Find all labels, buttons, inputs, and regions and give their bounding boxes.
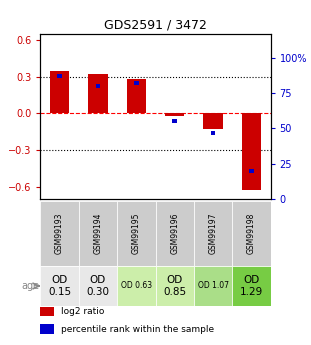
Bar [211,130,215,135]
Bar [165,114,184,116]
Bar [50,71,69,114]
Title: GDS2591 / 3472: GDS2591 / 3472 [104,18,207,31]
Text: GSM99198: GSM99198 [247,213,256,254]
Bar [40,307,54,316]
Bar [232,266,271,306]
Bar [249,169,254,173]
Bar [40,201,79,266]
Bar [88,74,108,114]
Bar [117,266,156,306]
Bar [134,81,139,85]
Bar [40,266,79,306]
Text: OD
0.85: OD 0.85 [163,275,186,297]
Bar [156,266,194,306]
Bar [79,201,117,266]
Bar [96,84,100,88]
Text: OD 1.07: OD 1.07 [197,282,229,290]
Bar [57,74,62,78]
Text: OD
0.15: OD 0.15 [48,275,71,297]
Text: GSM99193: GSM99193 [55,213,64,254]
Bar [79,266,117,306]
Bar [117,201,156,266]
Bar [127,79,146,114]
Bar [40,324,54,334]
Bar [194,266,232,306]
Bar [194,201,232,266]
Text: log2 ratio: log2 ratio [61,307,104,316]
Text: OD
0.30: OD 0.30 [86,275,109,297]
Text: GSM99196: GSM99196 [170,213,179,254]
Bar [203,114,223,129]
Text: GSM99195: GSM99195 [132,213,141,254]
Text: OD 0.63: OD 0.63 [121,282,152,290]
Bar [172,119,177,123]
Bar [242,114,261,190]
Text: OD
1.29: OD 1.29 [240,275,263,297]
Text: GSM99197: GSM99197 [209,213,217,254]
Bar [156,201,194,266]
Text: age: age [21,281,40,291]
Bar [232,201,271,266]
Text: percentile rank within the sample: percentile rank within the sample [61,325,214,334]
Text: GSM99194: GSM99194 [94,213,102,254]
